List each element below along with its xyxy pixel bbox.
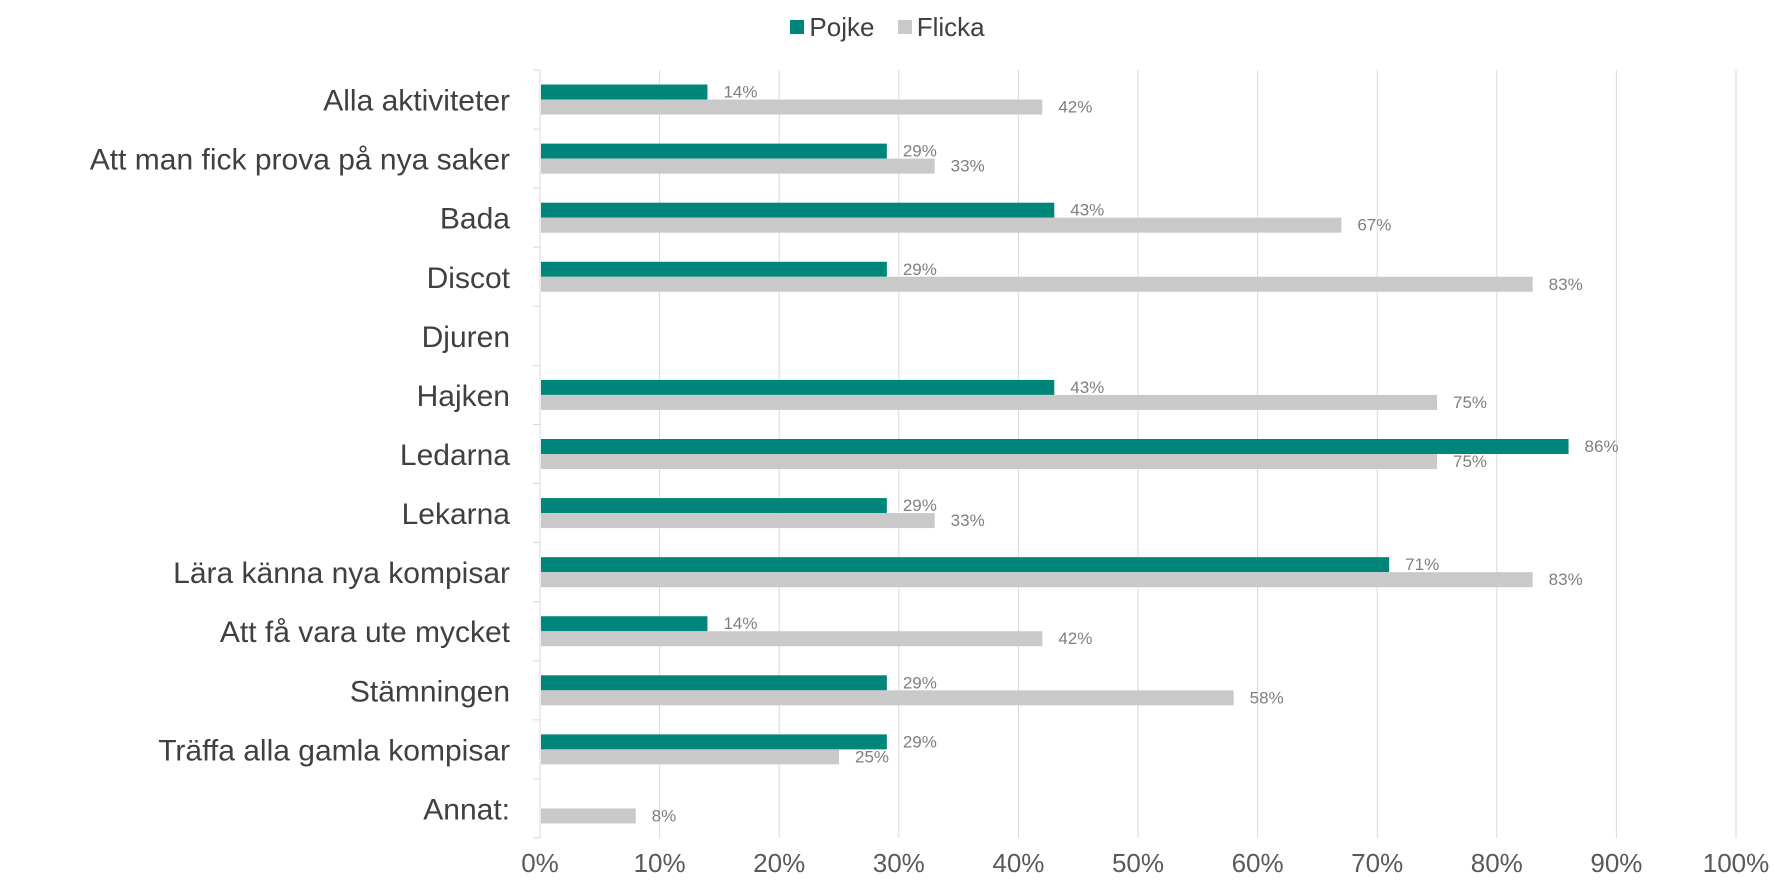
data-label: 43%: [1070, 378, 1104, 397]
category-label: Att få vara ute mycket: [220, 616, 511, 649]
bar-pojke: [541, 261, 887, 277]
bar-flicka: [541, 572, 1533, 588]
bar-pojke: [541, 202, 1055, 218]
bar-pojke: [541, 379, 1055, 395]
x-tick-label: 70%: [1351, 848, 1403, 878]
category-label: Träffa alla gamla kompisar: [158, 734, 510, 767]
data-label: 8%: [652, 806, 677, 825]
category-label: Annat:: [423, 793, 510, 826]
legend-swatch-flicka: [897, 20, 912, 34]
data-label: 33%: [951, 157, 985, 176]
bar-flicka: [541, 394, 1437, 410]
bar-flicka: [541, 808, 636, 824]
category-label: Lekarna: [402, 498, 511, 531]
bar-pojke: [541, 439, 1569, 454]
data-label: 83%: [1549, 275, 1583, 294]
bar-pojke: [541, 557, 1390, 573]
legend-swatch-pojke: [790, 20, 805, 34]
legend-item-pojke: Pojke: [790, 12, 874, 43]
x-tick-label: 30%: [873, 848, 925, 878]
data-label: 29%: [903, 142, 937, 161]
x-tick-label: 40%: [992, 848, 1044, 878]
x-tick-label: 0%: [521, 848, 559, 878]
x-tick-label: 60%: [1232, 848, 1284, 878]
legend: Pojke Flicka: [0, 10, 1775, 43]
x-tick-label: 50%: [1112, 848, 1164, 878]
bar-flicka: [541, 690, 1234, 706]
category-label: Discot: [427, 262, 511, 295]
x-tick-label: 20%: [753, 848, 805, 878]
category-label: Hajken: [417, 380, 510, 413]
bar-flicka: [541, 749, 839, 765]
labels: Alla aktiviteter Att man fick prova på ny…: [90, 83, 1619, 827]
axis: 0% 10% 20% 30% 40% 50% 60% 70% 80% 90% 100%: [521, 69, 1770, 878]
data-label: 29%: [903, 496, 937, 515]
bar-flicka: [541, 276, 1533, 292]
data-label: 75%: [1453, 393, 1487, 412]
data-label: 43%: [1070, 201, 1104, 220]
category-label: Ledarna: [400, 439, 510, 472]
legend-label-flicka: Flicka: [916, 11, 985, 42]
data-label: 42%: [1058, 98, 1092, 117]
data-label: 67%: [1357, 216, 1391, 235]
category-label: Att man fick prova på nya saker: [90, 144, 510, 177]
category-label: Stämningen: [350, 675, 510, 708]
data-label: 29%: [903, 260, 937, 279]
data-label: 58%: [1250, 688, 1284, 707]
bar-flicka: [541, 99, 1043, 115]
x-tick-label: 80%: [1471, 848, 1523, 878]
bar-flicka: [541, 454, 1437, 469]
data-label: 42%: [1058, 629, 1092, 648]
bar-pojke: [541, 675, 887, 691]
data-label: 14%: [723, 83, 757, 102]
bar-pojke: [541, 84, 708, 100]
category-label: Djuren: [422, 321, 510, 354]
bar-flicka: [541, 158, 935, 174]
category-label: Lära känna nya kompisar: [173, 557, 510, 590]
bar-flicka: [541, 513, 935, 529]
data-label: 25%: [855, 747, 889, 766]
data-label: 75%: [1453, 452, 1487, 471]
bar-flicka: [541, 631, 1043, 647]
data-label: 29%: [903, 732, 937, 751]
category-label: Alla aktiviteter: [323, 85, 510, 118]
legend-label-pojke: Pojke: [809, 11, 875, 42]
legend-item-flicka: Flicka: [897, 11, 985, 43]
data-label: 83%: [1549, 570, 1583, 589]
data-label: 29%: [903, 673, 937, 692]
bar-pojke: [541, 498, 887, 514]
x-tick-label: 100%: [1703, 848, 1770, 878]
data-label: 86%: [1585, 437, 1619, 456]
data-label: 71%: [1405, 555, 1439, 574]
x-tick-label: 90%: [1590, 848, 1642, 878]
bar-flicka: [541, 217, 1342, 233]
category-label: Bada: [440, 203, 510, 236]
bar-pojke: [541, 143, 887, 159]
data-label: 33%: [951, 511, 985, 530]
bars: [541, 84, 1569, 824]
bar-pojke: [541, 734, 887, 750]
data-label: 14%: [723, 614, 757, 633]
bar-pojke: [541, 616, 708, 632]
x-tick-label: 10%: [634, 848, 686, 878]
